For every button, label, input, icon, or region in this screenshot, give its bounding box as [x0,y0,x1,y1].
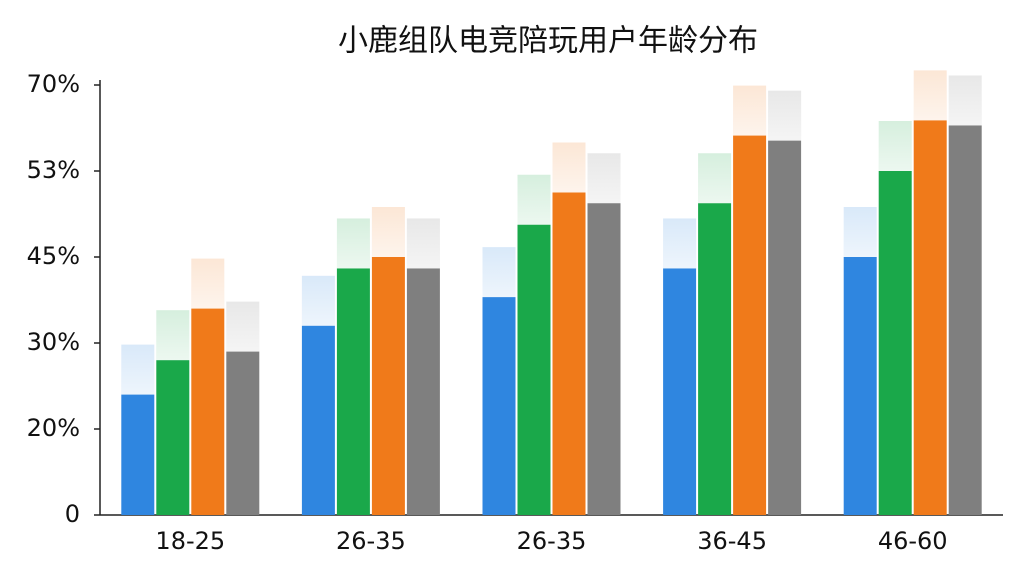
bar [191,308,225,515]
x-tick-label: 46-60 [878,527,948,555]
x-tick-label: 18-25 [155,527,225,555]
bar-glow [698,153,732,204]
bar-glow [226,301,260,352]
y-tick-label: 70% [27,70,80,98]
bar-glow [482,247,516,298]
bar-glow [191,258,225,309]
bar [406,268,440,515]
bar-glow [587,153,621,204]
bar [517,224,551,515]
x-tick-label: 36-45 [697,527,767,555]
bar [371,257,405,515]
y-tick-label: 45% [27,242,80,270]
bar [552,192,586,515]
bar-glow [406,218,440,269]
bar [843,257,877,515]
bar-glow [663,218,697,269]
bar-glow [768,90,802,141]
bar-glow [517,174,551,225]
y-tick-label: 53% [27,156,80,184]
bar-glow [913,70,947,121]
bar-glow [336,218,370,269]
y-tick-label: 30% [27,328,80,356]
x-tick-label: 26-35 [336,527,406,555]
bar [336,268,370,515]
bar [733,135,767,515]
bar-glow [156,310,190,361]
bar-glow [121,344,155,395]
bar [913,120,947,515]
x-tick-label: 26-35 [517,527,587,555]
bar [878,171,912,515]
bar [301,325,335,515]
bar-glow [301,275,335,326]
bar-glow [843,207,877,257]
bar-glow [371,207,405,257]
bar [698,203,732,515]
bar-glow [878,121,912,171]
bar [156,360,190,515]
y-tick-label: 0 [65,500,80,528]
bar [768,140,802,515]
bar-glow [733,85,767,136]
y-tick-label: 20% [27,414,80,442]
bar [948,125,982,516]
bar [482,297,516,515]
bar [587,203,621,515]
chart-title: 小鹿组队电竞陪玩用户年龄分布 [338,24,758,59]
bar-glow [552,142,586,193]
bar [663,268,697,515]
bar [226,351,260,515]
bar [121,394,155,515]
bar-glow [948,75,982,126]
